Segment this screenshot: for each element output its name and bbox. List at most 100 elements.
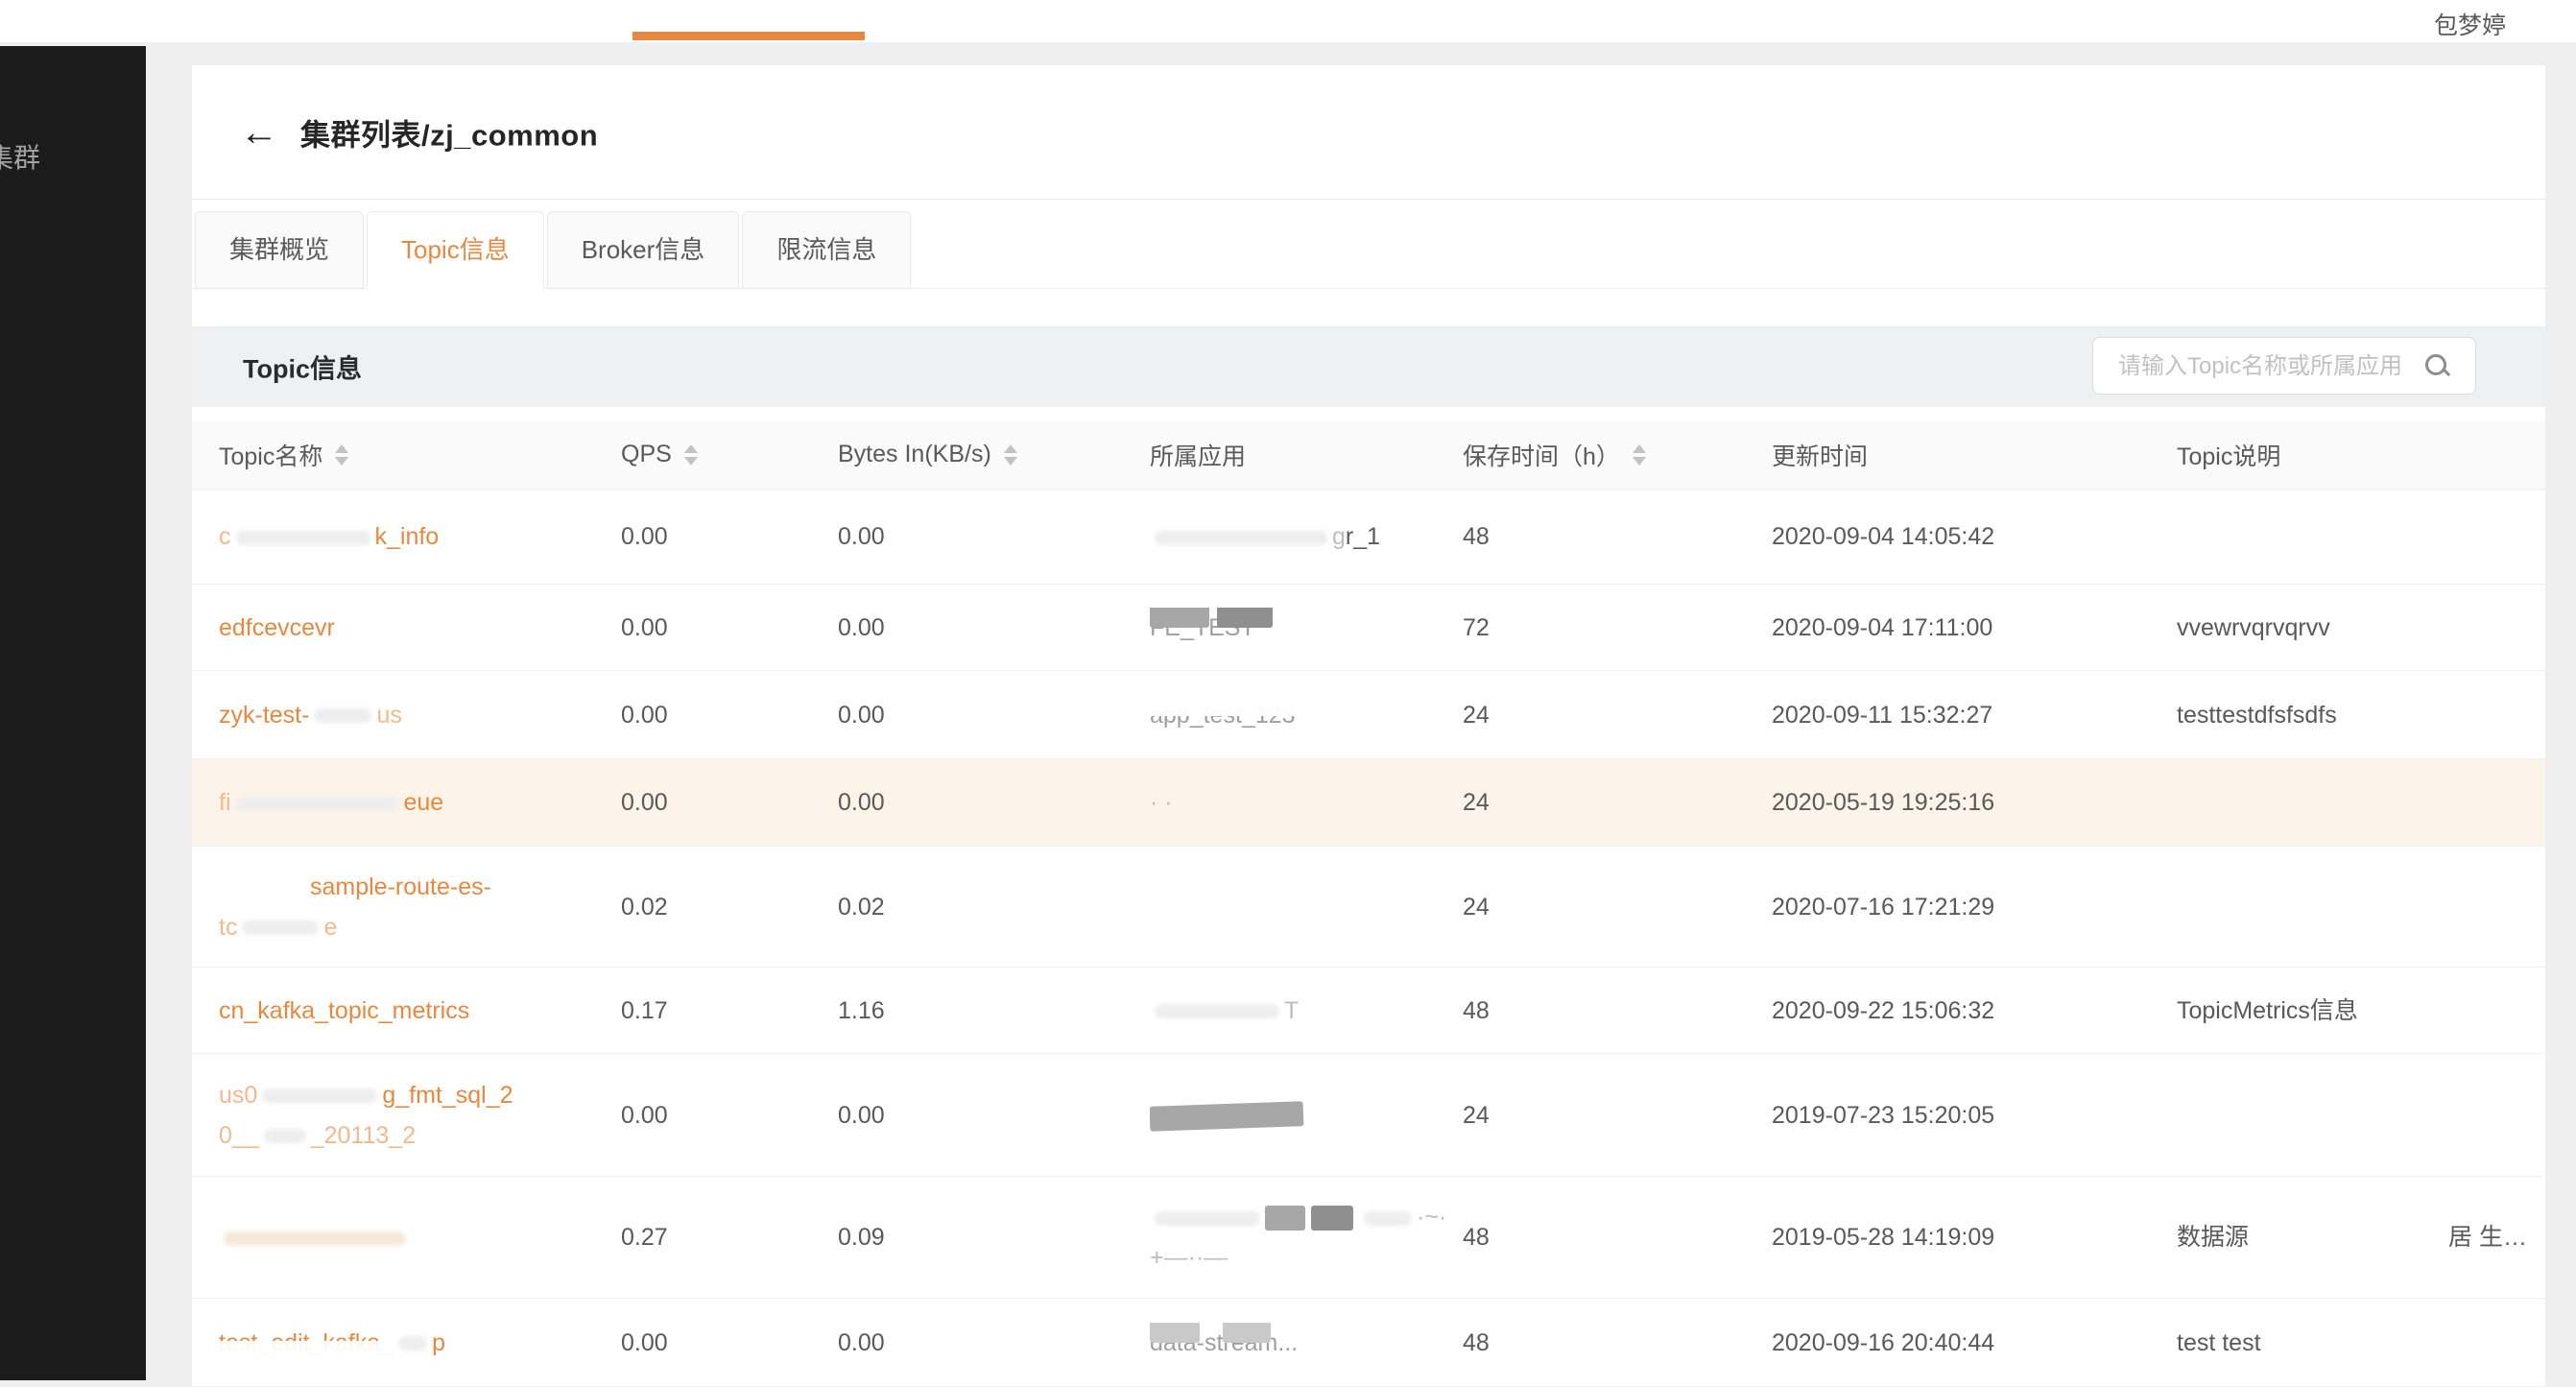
cell-topic-name: test_edit_kafka_ p bbox=[192, 1323, 621, 1363]
redaction-block bbox=[1311, 1206, 1353, 1232]
topic-link-faded[interactable]: _20113_2 bbox=[310, 1121, 417, 1149]
table-body: c k_info 0.00 0.00 gr_1 48 2020-09-04 14:05:42… bbox=[192, 490, 2545, 1387]
topic-link[interactable]: edfcevcevr bbox=[219, 613, 335, 641]
cell-retention: 48 bbox=[1463, 996, 1490, 1024]
cell-app bbox=[1150, 1095, 1463, 1136]
tab-bar: 集群概览 Topic信息 Broker信息 限流信息 bbox=[192, 200, 2545, 289]
cell-qps: 0.02 bbox=[621, 893, 668, 921]
cell-app: app_test_123 bbox=[1150, 694, 1463, 735]
topic-link-faded[interactable]: tc bbox=[219, 913, 238, 941]
back-arrow-icon[interactable]: ← bbox=[240, 110, 278, 154]
redaction-smear bbox=[263, 1129, 306, 1144]
current-user-label[interactable]: 包梦婷 bbox=[2433, 12, 2506, 39]
table-row[interactable]: 0.27 0.09 ·~· +—··— 48 2019-05-28 14:19:09 数据源… bbox=[192, 1177, 2545, 1299]
topic-link-faded[interactable]: fi bbox=[219, 789, 231, 816]
topnav-active-indicator bbox=[632, 32, 865, 40]
redacted-text-fragment: app_test_123 bbox=[1150, 694, 1298, 735]
sort-caret-icon[interactable] bbox=[1003, 443, 1017, 466]
cell-bytes-in: 0.00 bbox=[838, 701, 885, 729]
cell-updated-time: 2020-07-16 17:21:29 bbox=[1772, 893, 1995, 921]
cell-app: T bbox=[1150, 991, 1463, 1031]
cell-qps: 0.17 bbox=[621, 996, 668, 1024]
topic-link-half-erased[interactable]: test_edit_kafka_ bbox=[216, 1323, 396, 1363]
table-row[interactable]: zyk-test-us 0.00 0.00 app_test_123 24 2020-09… bbox=[192, 671, 2545, 759]
redacted-text-fragment: ·~· bbox=[1417, 1204, 1447, 1231]
cell-qps: 0.27 bbox=[621, 1224, 668, 1251]
table-row[interactable]: cn_kafka_topic_metrics 0.17 1.16 T 48 2020-09… bbox=[192, 968, 2545, 1054]
sidebar: 集群 bbox=[0, 46, 146, 1380]
table-header-row: Topic名称 QPS Bytes In(KB/s) 所属应用 保存时间（h） 更新时间 T… bbox=[192, 420, 2545, 490]
column-header-4[interactable]: 保存时间（h） bbox=[1463, 438, 1772, 472]
topic-link-faded[interactable]: us0 bbox=[219, 1081, 258, 1109]
topic-link[interactable]: sample-route-es- bbox=[310, 873, 491, 900]
cell-bytes-in: 0.09 bbox=[838, 1224, 885, 1251]
column-label: QPS bbox=[621, 441, 672, 467]
column-label: 保存时间（h） bbox=[1463, 442, 1620, 470]
redacted-covered-text: FE_TEST bbox=[1150, 607, 1273, 648]
tab-2[interactable]: Broker信息 bbox=[546, 211, 740, 289]
cell-qps: 0.00 bbox=[621, 701, 668, 729]
cell-bytes-in: 0.02 bbox=[838, 893, 885, 921]
table-row[interactable]: us0 g_fmt_sql_2 0__ _20113_2 0.00 0.00 24 2019-… bbox=[192, 1054, 2545, 1177]
redacted-text-fragment: · · bbox=[1150, 789, 1173, 816]
topic-link-faded[interactable]: c bbox=[219, 523, 231, 550]
redacted-covered-text: data-stream... bbox=[1150, 1322, 1298, 1363]
cell-updated-time: 2020-09-11 15:32:27 bbox=[1772, 701, 1993, 729]
cell-retention: 24 bbox=[1463, 893, 1490, 921]
cell-bytes-in: 1.16 bbox=[838, 996, 885, 1024]
tab-3[interactable]: 限流信息 bbox=[742, 211, 912, 289]
redaction-block bbox=[1265, 1206, 1305, 1232]
topic-link[interactable]: p bbox=[432, 1328, 445, 1356]
column-header-6: Topic说明 bbox=[2177, 438, 2448, 472]
cell-description: testtestdfsfsdfs bbox=[2177, 701, 2337, 729]
topic-link-faded[interactable]: 0__ bbox=[219, 1121, 259, 1149]
cell-retention: 48 bbox=[1463, 1224, 1490, 1251]
table-row[interactable]: fi eue 0.00 0.00 · · 24 2020-05-19 19:25:16 bbox=[192, 759, 2545, 847]
cell-app: · · bbox=[1150, 782, 1463, 823]
redaction-smear bbox=[262, 1088, 378, 1104]
column-header-1[interactable]: QPS bbox=[621, 441, 838, 468]
topic-link[interactable]: k_info bbox=[374, 523, 440, 550]
table-row[interactable]: test_edit_kafka_ p 0.00 0.00 data-stream... 4… bbox=[192, 1299, 2545, 1387]
topic-link-faded[interactable]: e bbox=[323, 913, 338, 941]
cell-retention: 24 bbox=[1463, 1101, 1490, 1129]
redaction-smear bbox=[242, 921, 320, 936]
table-row[interactable]: sample-route-es-tc e 0.02 0.02 24 2020-07-16 … bbox=[192, 847, 2545, 968]
tab-0[interactable]: 集群概览 bbox=[195, 211, 365, 289]
topic-link[interactable]: cn_kafka_topic_metrics bbox=[219, 996, 470, 1024]
cell-qps: 0.00 bbox=[621, 789, 668, 816]
search-input[interactable] bbox=[2116, 339, 2418, 395]
topic-link[interactable]: eue bbox=[403, 789, 444, 816]
column-header-2[interactable]: Bytes In(KB/s) bbox=[838, 441, 1150, 468]
redacted-text-fragment: T bbox=[1284, 996, 1300, 1024]
sort-caret-icon[interactable] bbox=[1632, 443, 1646, 466]
cell-retention: 48 bbox=[1463, 1328, 1490, 1356]
cell-topic-name: sample-route-es-tc e bbox=[192, 867, 621, 947]
column-label: Bytes In(KB/s) bbox=[838, 441, 991, 467]
cell-bytes-in: 0.00 bbox=[838, 1101, 885, 1129]
redaction-smear bbox=[1155, 530, 1327, 545]
sidebar-item-cluster[interactable]: 集群 bbox=[0, 143, 41, 173]
page-title: 集群列表/zj_common bbox=[300, 118, 599, 152]
top-navbar: 包梦婷 bbox=[0, 0, 2576, 46]
cell-topic-name: fi eue bbox=[192, 782, 621, 823]
sort-caret-icon[interactable] bbox=[335, 443, 349, 466]
tab-1[interactable]: Topic信息 bbox=[367, 211, 544, 289]
sort-caret-icon[interactable] bbox=[683, 443, 698, 466]
topic-link[interactable]: zyk-test- bbox=[219, 701, 310, 729]
column-header-3: 所属应用 bbox=[1150, 438, 1463, 472]
table-row[interactable]: edfcevcevr 0.00 0.00 FE_TEST 72 2020-09-04 17… bbox=[192, 585, 2545, 671]
column-header-0[interactable]: Topic名称 bbox=[192, 438, 621, 472]
cell-retention: 72 bbox=[1463, 613, 1490, 641]
cell-qps: 0.00 bbox=[621, 1101, 668, 1129]
topic-link-faded[interactable]: us bbox=[376, 701, 402, 729]
cell-description: test test bbox=[2177, 1328, 2261, 1356]
topic-link[interactable]: g_fmt_sql_2 bbox=[382, 1081, 513, 1109]
cell-qps: 0.00 bbox=[621, 523, 668, 550]
redaction-block bbox=[1223, 1322, 1271, 1343]
redaction-block bbox=[1150, 1101, 1304, 1132]
search-icon[interactable] bbox=[2425, 354, 2446, 375]
table-row[interactable]: c k_info 0.00 0.00 gr_1 48 2020-09-04 14:05:42 bbox=[192, 490, 2545, 585]
redaction-block bbox=[1150, 1322, 1200, 1343]
cell-qps: 0.00 bbox=[621, 1328, 668, 1356]
